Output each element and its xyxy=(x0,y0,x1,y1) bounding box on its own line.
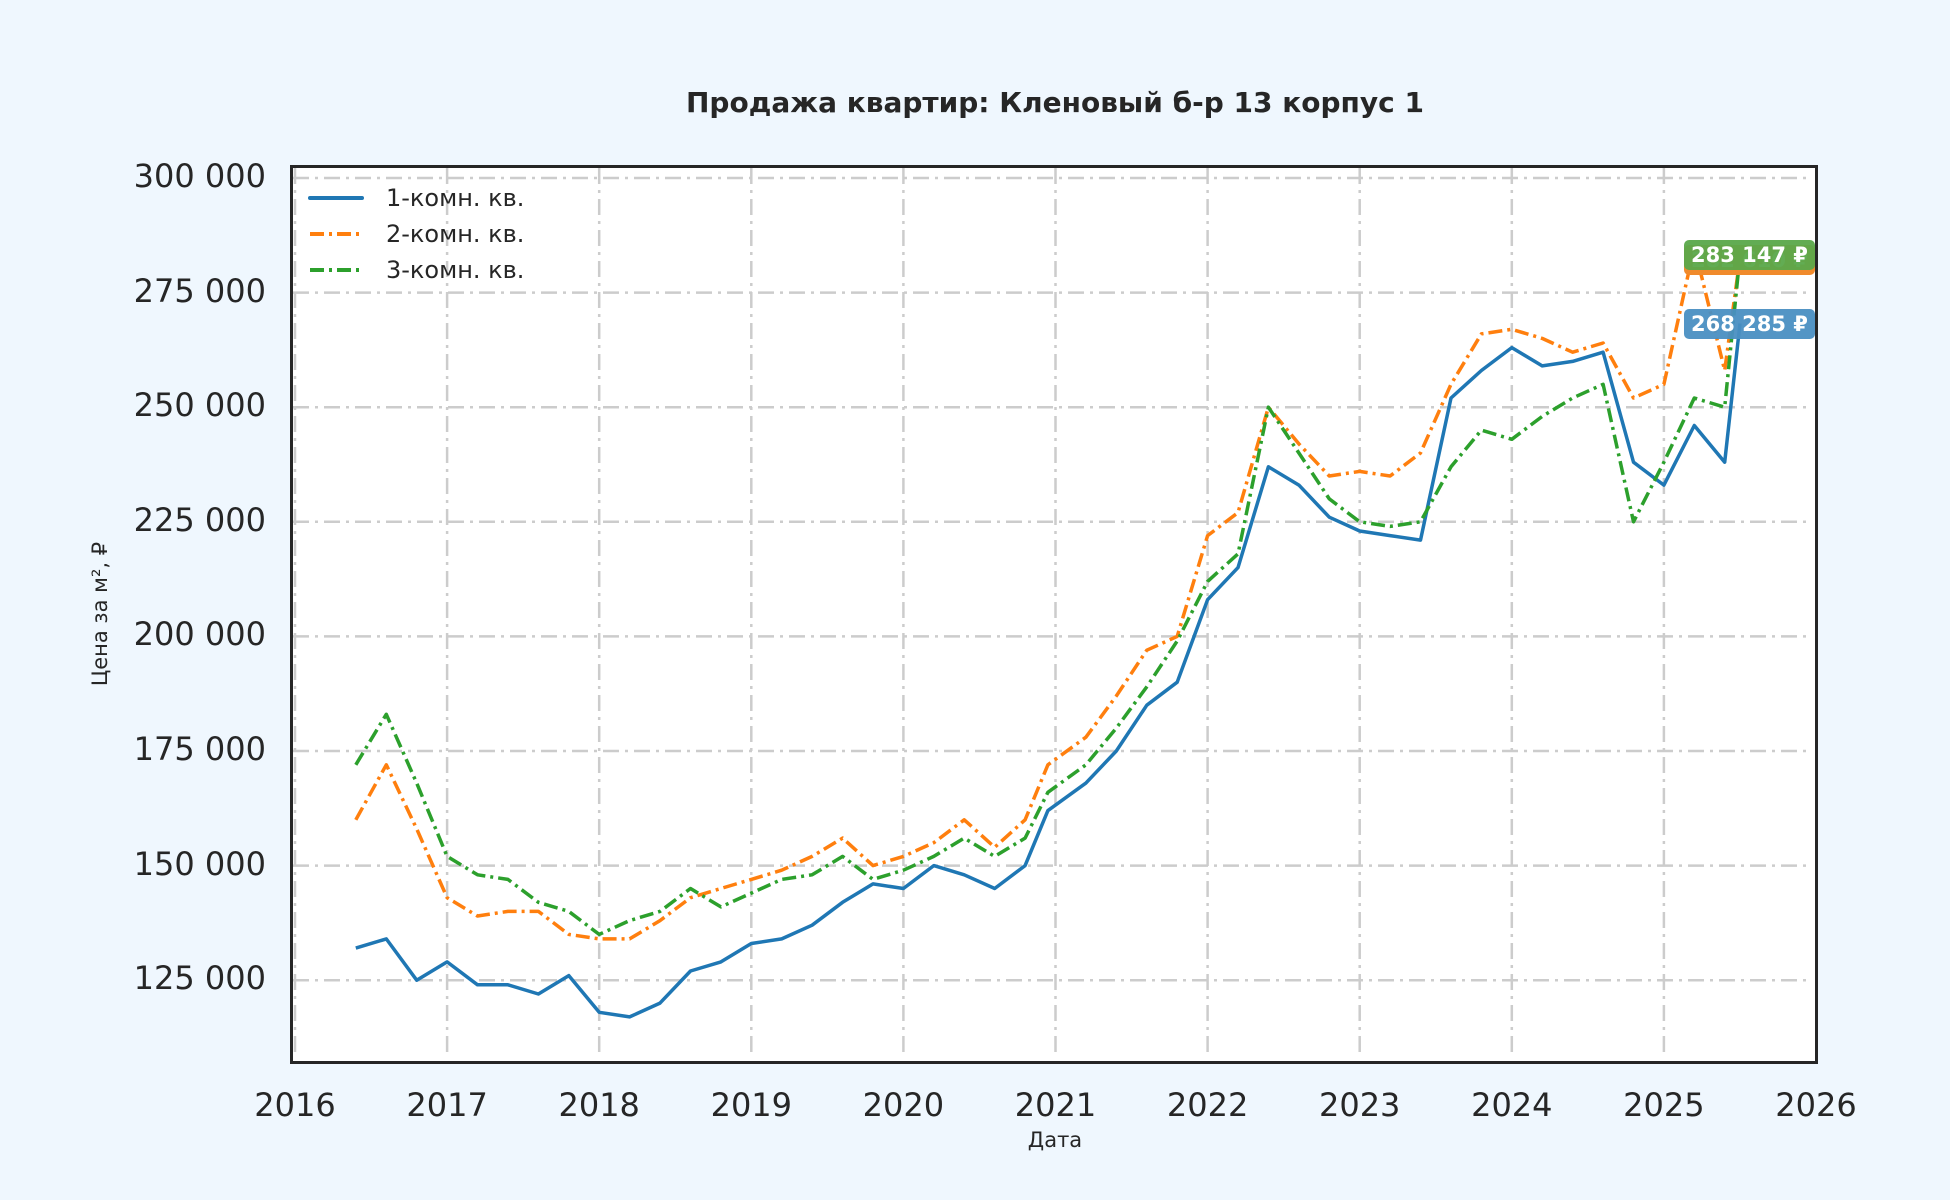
y-tick-label: 150 000 xyxy=(133,844,266,883)
x-tick-label: 2018 xyxy=(558,1086,640,1124)
y-tick-label: 200 000 xyxy=(133,615,266,654)
x-tick-label: 2024 xyxy=(1471,1086,1553,1124)
x-tick-label: 2025 xyxy=(1623,1086,1705,1124)
legend-line-dashdot-icon xyxy=(310,232,362,236)
y-tick-label: 125 000 xyxy=(133,959,266,998)
chart-title: Продажа квартир: Кленовый б-р 13 корпус … xyxy=(686,86,1424,119)
legend-label: 2-комн. кв. xyxy=(386,220,525,248)
y-tick-label: 250 000 xyxy=(133,386,266,425)
series-line-2 xyxy=(354,245,1742,941)
x-tick-label: 2026 xyxy=(1775,1086,1857,1124)
series-line-3 xyxy=(354,255,1742,937)
x-tick-label: 2021 xyxy=(1014,1086,1097,1124)
x-tick-label: 2017 xyxy=(406,1086,488,1124)
x-axis-label: Дата xyxy=(1027,1128,1083,1152)
y-tick-label: 225 000 xyxy=(133,500,266,539)
y-tick-label: 300 000 xyxy=(133,157,266,195)
grid-lines xyxy=(293,168,1812,1058)
y-tick-label: 275 000 xyxy=(133,271,266,310)
plot-area xyxy=(290,165,1818,1064)
x-tick-label: 2019 xyxy=(710,1086,793,1124)
x-tick-label: 2016 xyxy=(254,1086,336,1124)
x-tick-label: 2022 xyxy=(1166,1086,1249,1124)
legend-item-1room: 1-комн. кв. xyxy=(308,180,524,216)
legend-item-2room: 2-комн. кв. xyxy=(308,216,524,252)
series-line-1 xyxy=(355,323,1742,1019)
y-tick-label: 175 000 xyxy=(133,730,266,768)
legend: 1-комн. кв. 2-комн. кв. 3-комн. кв. xyxy=(308,180,524,288)
y-axis-label: Цена за м², ₽ xyxy=(88,541,112,687)
x-tick-label: 2020 xyxy=(862,1086,945,1124)
legend-label: 3-комн. кв. xyxy=(386,256,525,284)
legend-label: 1-комн. кв. xyxy=(386,184,525,212)
end-value-badge-3room: 283 147 ₽ xyxy=(1684,240,1815,270)
x-tick-label: 2023 xyxy=(1318,1086,1401,1124)
legend-item-3room: 3-комн. кв. xyxy=(308,252,524,288)
legend-line-dashdot-icon xyxy=(310,268,362,272)
legend-line-solid-icon xyxy=(308,196,364,200)
end-value-badge-1room: 268 285 ₽ xyxy=(1684,309,1815,339)
